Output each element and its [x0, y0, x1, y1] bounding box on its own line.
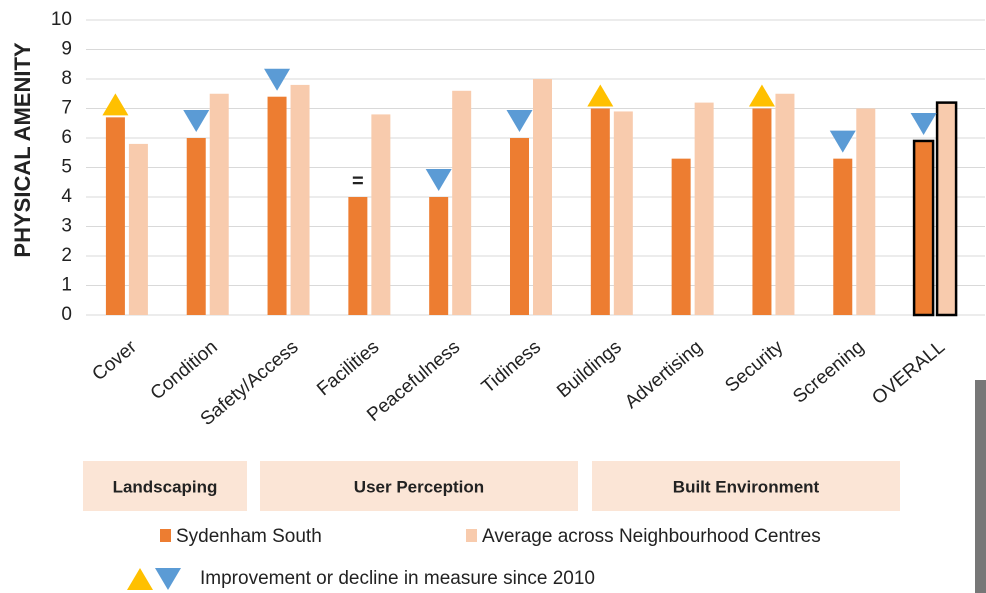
x-tick-label: Tidiness	[478, 337, 545, 398]
x-tick-label: Facilities	[313, 337, 383, 401]
change-marker	[911, 113, 937, 135]
bar	[291, 85, 310, 315]
legend-swatch	[466, 529, 477, 542]
change-marker	[127, 568, 153, 590]
bar	[695, 103, 714, 315]
change-marker	[155, 568, 181, 590]
y-tick-label: 5	[61, 157, 72, 178]
group-label: Landscaping	[113, 477, 218, 496]
y-tick-label: 9	[61, 39, 72, 60]
y-tick-label: 6	[61, 127, 72, 148]
group-label: User Perception	[354, 477, 484, 496]
bar	[371, 114, 390, 315]
bar	[833, 159, 852, 315]
bar	[856, 109, 875, 316]
bar	[210, 94, 229, 315]
y-tick-label: 8	[61, 68, 72, 89]
bar	[752, 109, 771, 316]
group-label: Built Environment	[673, 477, 820, 496]
x-tick-label: Screening	[789, 337, 868, 408]
x-tick-label: Condition	[147, 337, 222, 405]
y-tick-label: 7	[61, 98, 72, 119]
photo-edge	[975, 380, 986, 593]
change-marker	[426, 169, 452, 191]
legend-swatch	[160, 529, 171, 542]
y-axis-label: PHYSICAL AMENITY	[10, 42, 35, 257]
y-tick-label: 4	[61, 186, 72, 207]
bar	[187, 138, 206, 315]
x-tick-label: Buildings	[553, 337, 626, 403]
change-marker	[830, 131, 856, 153]
bar	[106, 117, 125, 315]
bar	[591, 109, 610, 316]
bar	[937, 103, 956, 315]
legend-label: Average across Neighbourhood Centres	[482, 526, 821, 547]
bar	[672, 159, 691, 315]
bar	[775, 94, 794, 315]
change-note: Improvement or decline in measure since …	[200, 568, 595, 589]
bar	[129, 144, 148, 315]
change-marker: =	[352, 170, 364, 192]
bar	[268, 97, 287, 315]
bar	[614, 111, 633, 315]
bar	[452, 91, 471, 315]
change-marker	[507, 110, 533, 132]
y-tick-label: 0	[61, 304, 72, 325]
x-tick-label: Cover	[89, 336, 142, 385]
bar	[510, 138, 529, 315]
x-tick-label: Security	[721, 336, 787, 397]
legend-label: Sydenham South	[176, 526, 322, 547]
bar	[429, 197, 448, 315]
chart: PHYSICAL AMENITY Landscaping User Percep…	[0, 0, 986, 593]
x-tick-label: Advertising	[621, 337, 707, 414]
bar	[348, 197, 367, 315]
bar	[914, 141, 933, 315]
bar	[533, 79, 552, 315]
y-tick-label: 2	[61, 245, 72, 266]
x-tick-label: OVERALL	[868, 337, 949, 409]
change-marker	[183, 110, 209, 132]
y-tick-label: 3	[61, 216, 72, 237]
change-marker	[587, 85, 613, 107]
change-marker	[264, 69, 290, 91]
y-tick-label: 1	[61, 275, 72, 296]
change-marker	[102, 93, 128, 115]
change-marker	[749, 85, 775, 107]
y-tick-label: 10	[51, 9, 72, 30]
